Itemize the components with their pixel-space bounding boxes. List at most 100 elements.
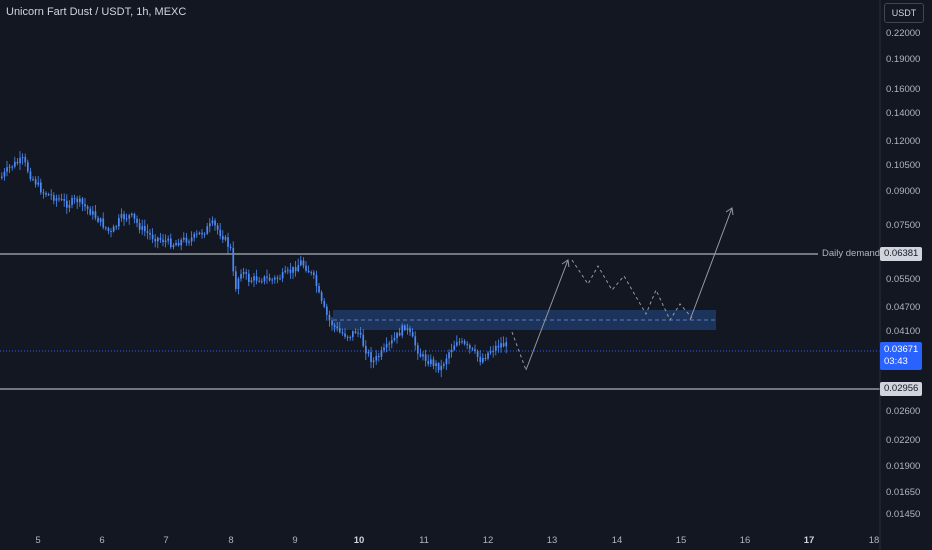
candle-body bbox=[115, 226, 118, 228]
price-axis-label: 0.16000 bbox=[886, 84, 921, 95]
price-axis-label: 0.02600 bbox=[886, 406, 921, 417]
candle-body bbox=[487, 352, 489, 359]
last-price-value: 0.03671 bbox=[884, 344, 919, 355]
candle-body bbox=[502, 343, 505, 347]
candle-body bbox=[393, 338, 396, 341]
candle-body bbox=[378, 355, 380, 357]
candle-body bbox=[175, 242, 177, 246]
candle-body bbox=[170, 238, 172, 248]
candle-body bbox=[183, 237, 185, 240]
candle-body bbox=[40, 182, 42, 193]
candle-body bbox=[261, 281, 263, 283]
candle-body bbox=[268, 277, 271, 281]
price-axis-label: 0.07500 bbox=[886, 220, 921, 231]
candle-body bbox=[419, 353, 422, 357]
price-axis-label: 0.01900 bbox=[886, 461, 921, 472]
price-axis-label: 0.02200 bbox=[886, 435, 921, 446]
candle-body bbox=[42, 192, 45, 194]
candle-body bbox=[6, 167, 8, 172]
candle-body bbox=[411, 332, 414, 337]
candle-body bbox=[193, 233, 196, 238]
candle-body bbox=[250, 280, 253, 282]
candle-body bbox=[276, 277, 279, 279]
candle-body bbox=[53, 195, 55, 201]
time-axis-label: 14 bbox=[611, 535, 623, 546]
projection-arrowhead-1 bbox=[561, 259, 570, 268]
candle-body bbox=[401, 325, 404, 336]
candle-body bbox=[482, 358, 484, 363]
candle-body bbox=[313, 272, 315, 275]
candle-body bbox=[34, 179, 37, 185]
candle-body bbox=[32, 179, 34, 181]
candle-body bbox=[302, 260, 305, 266]
candle-body bbox=[346, 336, 349, 338]
candle-body bbox=[81, 198, 84, 205]
candle-body bbox=[71, 198, 73, 205]
candle-body bbox=[102, 218, 105, 228]
candle-body bbox=[185, 237, 188, 243]
daily-demand-price-tag: 0.06381 bbox=[880, 247, 923, 261]
candle-body bbox=[469, 345, 471, 349]
candle-body bbox=[287, 269, 289, 271]
candle-body bbox=[128, 215, 131, 219]
candle-body bbox=[391, 340, 393, 344]
candle-body bbox=[445, 358, 448, 365]
candle-body bbox=[315, 274, 318, 287]
candle-body bbox=[1, 176, 3, 178]
candle-body bbox=[63, 199, 66, 201]
time-axis-label: 6 bbox=[99, 535, 105, 546]
candle-body bbox=[341, 332, 344, 334]
bar-countdown: 03:43 bbox=[884, 356, 908, 367]
candle-body bbox=[484, 358, 487, 360]
candle-body bbox=[279, 278, 281, 280]
candle-body bbox=[149, 232, 151, 235]
candle-body bbox=[320, 292, 323, 301]
time-axis-label: 18 bbox=[868, 535, 880, 546]
candle-body bbox=[258, 280, 261, 282]
candle-body bbox=[331, 320, 333, 326]
candle-body bbox=[448, 352, 450, 359]
candle-body bbox=[66, 200, 68, 208]
candle-body bbox=[497, 345, 500, 348]
candle-body bbox=[16, 161, 19, 164]
candle-body bbox=[159, 237, 162, 240]
candle-body bbox=[430, 359, 432, 365]
candle-body bbox=[388, 343, 391, 345]
projection-arrowhead-2 bbox=[725, 207, 734, 216]
candle-body bbox=[489, 351, 492, 353]
projection-arrow-up-2[interactable] bbox=[689, 207, 733, 321]
candle-body bbox=[14, 161, 16, 167]
candle-body bbox=[29, 171, 32, 180]
candle-body bbox=[492, 350, 495, 352]
candle-body bbox=[471, 348, 474, 350]
candle-body bbox=[94, 211, 97, 218]
price-axis-label: 0.09000 bbox=[886, 186, 921, 197]
candle-body bbox=[47, 194, 50, 196]
projection-arrow-up-1[interactable] bbox=[525, 259, 569, 371]
candle-body bbox=[398, 332, 401, 336]
candle-body bbox=[105, 227, 107, 229]
candle-body bbox=[466, 343, 469, 346]
time-axis-label: 16 bbox=[739, 535, 751, 546]
candle-body bbox=[211, 220, 214, 224]
candle-body bbox=[339, 328, 341, 333]
candle-body bbox=[406, 328, 409, 330]
time-axis-label: 5 bbox=[35, 535, 41, 546]
candle-body bbox=[328, 314, 331, 321]
candle-body bbox=[201, 232, 203, 235]
price-axis-label: 0.01450 bbox=[886, 509, 921, 520]
candle-body bbox=[292, 267, 294, 273]
candlesticks bbox=[1, 151, 508, 378]
candle-body bbox=[463, 341, 466, 344]
chart-title: Unicorn Fart Dust / USDT, 1h, MEXC bbox=[6, 6, 187, 18]
candle-body bbox=[385, 344, 388, 348]
candle-body bbox=[310, 272, 313, 274]
currency-button[interactable]: USDT bbox=[884, 3, 924, 23]
candle-body bbox=[151, 234, 154, 239]
candle-body bbox=[79, 198, 81, 203]
candle-body bbox=[216, 225, 219, 230]
candle-body bbox=[167, 238, 170, 241]
candle-body bbox=[206, 226, 209, 234]
price-axis-label: 0.19000 bbox=[886, 54, 921, 65]
